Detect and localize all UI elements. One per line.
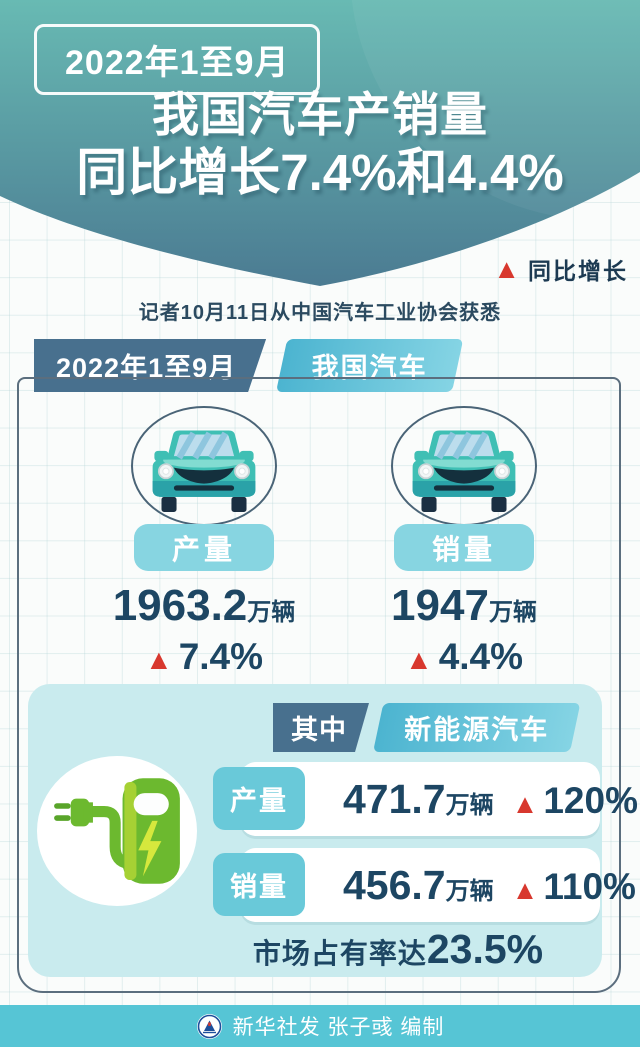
production-unit: 万辆	[247, 599, 296, 626]
nev-sales-label-badge: 销量	[213, 853, 305, 916]
header-curve-background	[0, 0, 640, 286]
page-title-line1: 我国汽车产销量	[152, 88, 488, 141]
up-triangle-icon: ▲	[404, 644, 433, 675]
legend: ▲ 同比增长	[493, 252, 628, 286]
market-share-value: 23.5%	[426, 926, 544, 972]
market-share-label: 市场占有率达	[252, 938, 427, 969]
nev-sales-change: 110%	[543, 866, 636, 907]
nev-sales-number: 456.7	[343, 862, 446, 908]
footer-bar: 新华社发 张子彧 编制	[0, 1005, 640, 1047]
production-label-badge: 产量	[134, 524, 274, 571]
legend-label: 同比增长	[528, 258, 628, 284]
production-number: 1963.2	[112, 581, 248, 630]
nev-header: 其中 新能源汽车	[273, 703, 581, 752]
nev-category-badge: 新能源汽车	[373, 703, 581, 752]
nev-production-unit: 万辆	[445, 792, 494, 819]
sales-change-pct: 4.4%	[438, 636, 524, 677]
nev-production-row: 产量 471.7 万辆 ▲ 120%	[213, 762, 638, 836]
stat-column-production: 产量 1963.2万辆 ▲ 7.4%	[94, 395, 314, 685]
section-header: 2022年1至9月 我国汽车	[34, 339, 464, 392]
car-icon	[412, 430, 516, 512]
stat-column-sales: 销量 1947万辆 ▲ 4.4%	[354, 395, 574, 685]
nev-panel: 其中 新能源汽车 产量 471.7 万辆 ▲ 120% 销量 456.7 万辆 ▲ 110%	[28, 684, 638, 977]
header-period-badge: 2022年1至9月	[34, 24, 321, 95]
nev-category-label: 新能源汽车	[404, 715, 550, 745]
page-title: 我国汽车产销量 同比增长7.4%和4.4%	[0, 88, 640, 202]
nev-qualifier-badge: 其中	[273, 703, 369, 752]
production-change: ▲ 7.4%	[94, 636, 314, 678]
sales-unit: 万辆	[488, 599, 537, 626]
nev-sales-value: 456.7 万辆 ▲ 110%	[343, 848, 636, 922]
up-triangle-icon: ▲	[493, 253, 520, 284]
sales-value: 1947万辆	[354, 581, 574, 631]
page-title-line2: 同比增长7.4%和4.4%	[76, 143, 564, 201]
nev-production-change: 120%	[543, 780, 638, 821]
nev-sales-unit: 万辆	[445, 878, 494, 905]
xinhua-logo-icon	[196, 1013, 222, 1039]
up-triangle-icon: ▲	[144, 644, 173, 675]
nev-production-value: 471.7 万辆 ▲ 120%	[343, 762, 638, 836]
content-border-box	[17, 377, 621, 993]
section-period-badge: 2022年1至9月	[34, 339, 266, 392]
nev-production-label-badge: 产量	[213, 767, 305, 830]
footer-credit: 新华社发 张子彧 编制	[232, 1016, 445, 1039]
up-triangle-icon: ▲	[511, 789, 539, 819]
market-share: 市场占有率达23.5%	[188, 926, 608, 973]
production-change-pct: 7.4%	[178, 636, 264, 677]
subtitle: 记者10月11日从中国汽车工业协会获悉	[138, 302, 502, 324]
car-icon	[152, 430, 256, 512]
nev-production-number: 471.7	[343, 776, 446, 822]
sales-change: ▲ 4.4%	[354, 636, 574, 678]
production-value: 1963.2万辆	[94, 581, 314, 631]
sales-number: 1947	[391, 581, 489, 630]
ev-charger-icon	[54, 778, 180, 884]
nev-sales-row: 销量 456.7 万辆 ▲ 110%	[213, 848, 636, 922]
charger-circle	[37, 756, 197, 906]
up-triangle-icon: ▲	[511, 875, 539, 905]
sales-label-badge: 销量	[394, 524, 534, 571]
